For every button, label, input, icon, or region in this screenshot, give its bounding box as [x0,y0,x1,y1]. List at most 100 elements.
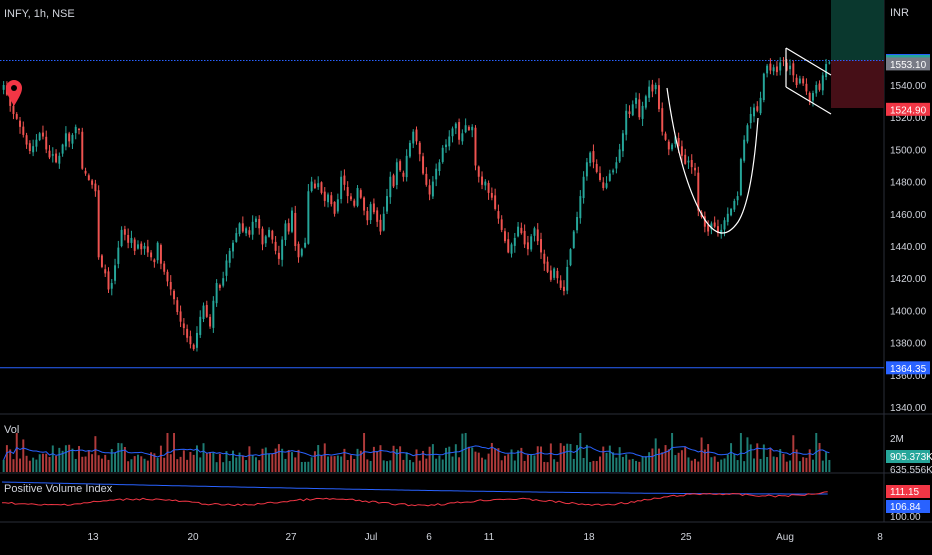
candle-body [802,78,805,84]
candle-body [232,242,234,252]
volume-bar [189,451,192,472]
candle-body [150,252,153,258]
volume-bar [366,459,369,472]
candle-body [825,64,828,78]
candle-body [517,226,520,237]
candle-body [762,73,765,100]
flag-upper-line[interactable] [785,47,832,76]
volume-bar [359,450,362,472]
time-tick-label: 11 [484,532,495,543]
candle-body [808,92,811,102]
candle-body [746,125,749,142]
pvi-value-badge [886,485,930,498]
volume-bar [572,458,575,472]
candle-body [238,223,241,234]
volume-bar [107,459,110,472]
pvi-axis-label: 100.00 [890,512,921,523]
volume-bar [484,459,487,472]
time-tick-label: 27 [285,532,297,543]
candle-body [425,173,428,185]
volume-title: Vol [4,424,19,436]
volume-bar [798,461,801,472]
price-axis[interactable]: 1340.00 1360.00 1380.00 1400.00 1420.00 1440.… [886,54,930,414]
candle-body [176,300,179,313]
candle-body [657,85,660,110]
candles [2,57,831,352]
volume-bar [271,453,274,472]
price-label-badge [886,361,930,375]
candle-body [32,146,35,153]
drawing-tools[interactable] [666,47,832,234]
candle-body [48,150,51,158]
position-stop-zone[interactable] [831,60,884,108]
volume-bar [569,443,572,472]
volume-bar [785,461,788,472]
volume-bar [749,444,752,472]
candle-body [405,155,408,178]
price-tick-label: 1360.00 [890,371,927,382]
price-tick-label: 1500.00 [890,145,927,156]
candle-body [369,204,372,221]
volume-bar [143,458,146,472]
volume-bar [71,448,74,472]
volume-bar [2,459,5,472]
candle-body [182,323,185,329]
candle-body [582,176,585,199]
candle-body [615,162,618,169]
candle-body [333,201,336,214]
volume-bar [825,452,828,472]
volume-bar [274,448,277,472]
volume-bar [159,445,162,472]
candle-body [254,218,257,223]
currency-label[interactable]: INR [890,7,909,19]
symbol-header[interactable]: INFY, 1h, NSE [4,8,75,20]
volume-bar [114,452,117,472]
cup-pattern-curve[interactable] [666,87,759,234]
candle-body [284,223,287,240]
candle-body [264,236,267,244]
volume-bar [41,453,44,472]
location-marker-icon[interactable] [6,80,22,106]
volume-bar [336,455,339,472]
volume-bar [579,433,582,472]
volume-bar [330,456,333,472]
volume-bar [97,455,100,472]
horizontal-levels[interactable] [0,60,884,369]
candle-body [651,84,654,92]
candle-body [45,136,48,150]
volume-bar [674,455,677,472]
volume-bar [64,445,67,472]
time-tick-label: 25 [680,532,692,543]
candle-body [146,246,149,253]
volume-bar [323,443,326,472]
candle-body [605,183,608,188]
volume-bar [343,448,346,472]
time-axis[interactable]: 13 20 27 Jul 6 11 18 25 Aug 8 [87,532,883,543]
candle-body [235,233,238,242]
candle-body [716,226,719,234]
volume-bar [461,433,464,472]
volume-bar [438,455,441,472]
volume-bar [261,448,264,472]
position-profit-zone[interactable] [831,0,884,60]
volume-bar [313,451,316,472]
candle-body [19,120,22,127]
candle-body [726,213,729,222]
candle-body [336,199,339,212]
flag-lower-line[interactable] [785,86,832,115]
volume-bar [739,433,742,472]
volume-bar [320,455,323,472]
candle-body [749,113,752,124]
candle-body [798,78,801,84]
volume-bar [651,448,654,472]
volume-bar [684,447,687,472]
candle-body [209,316,212,327]
candle-body [795,77,798,85]
volume-bar [700,437,703,472]
candle-body [507,239,510,253]
candle-body [71,134,74,144]
candle-body [323,191,326,201]
volume-bar [454,444,457,472]
